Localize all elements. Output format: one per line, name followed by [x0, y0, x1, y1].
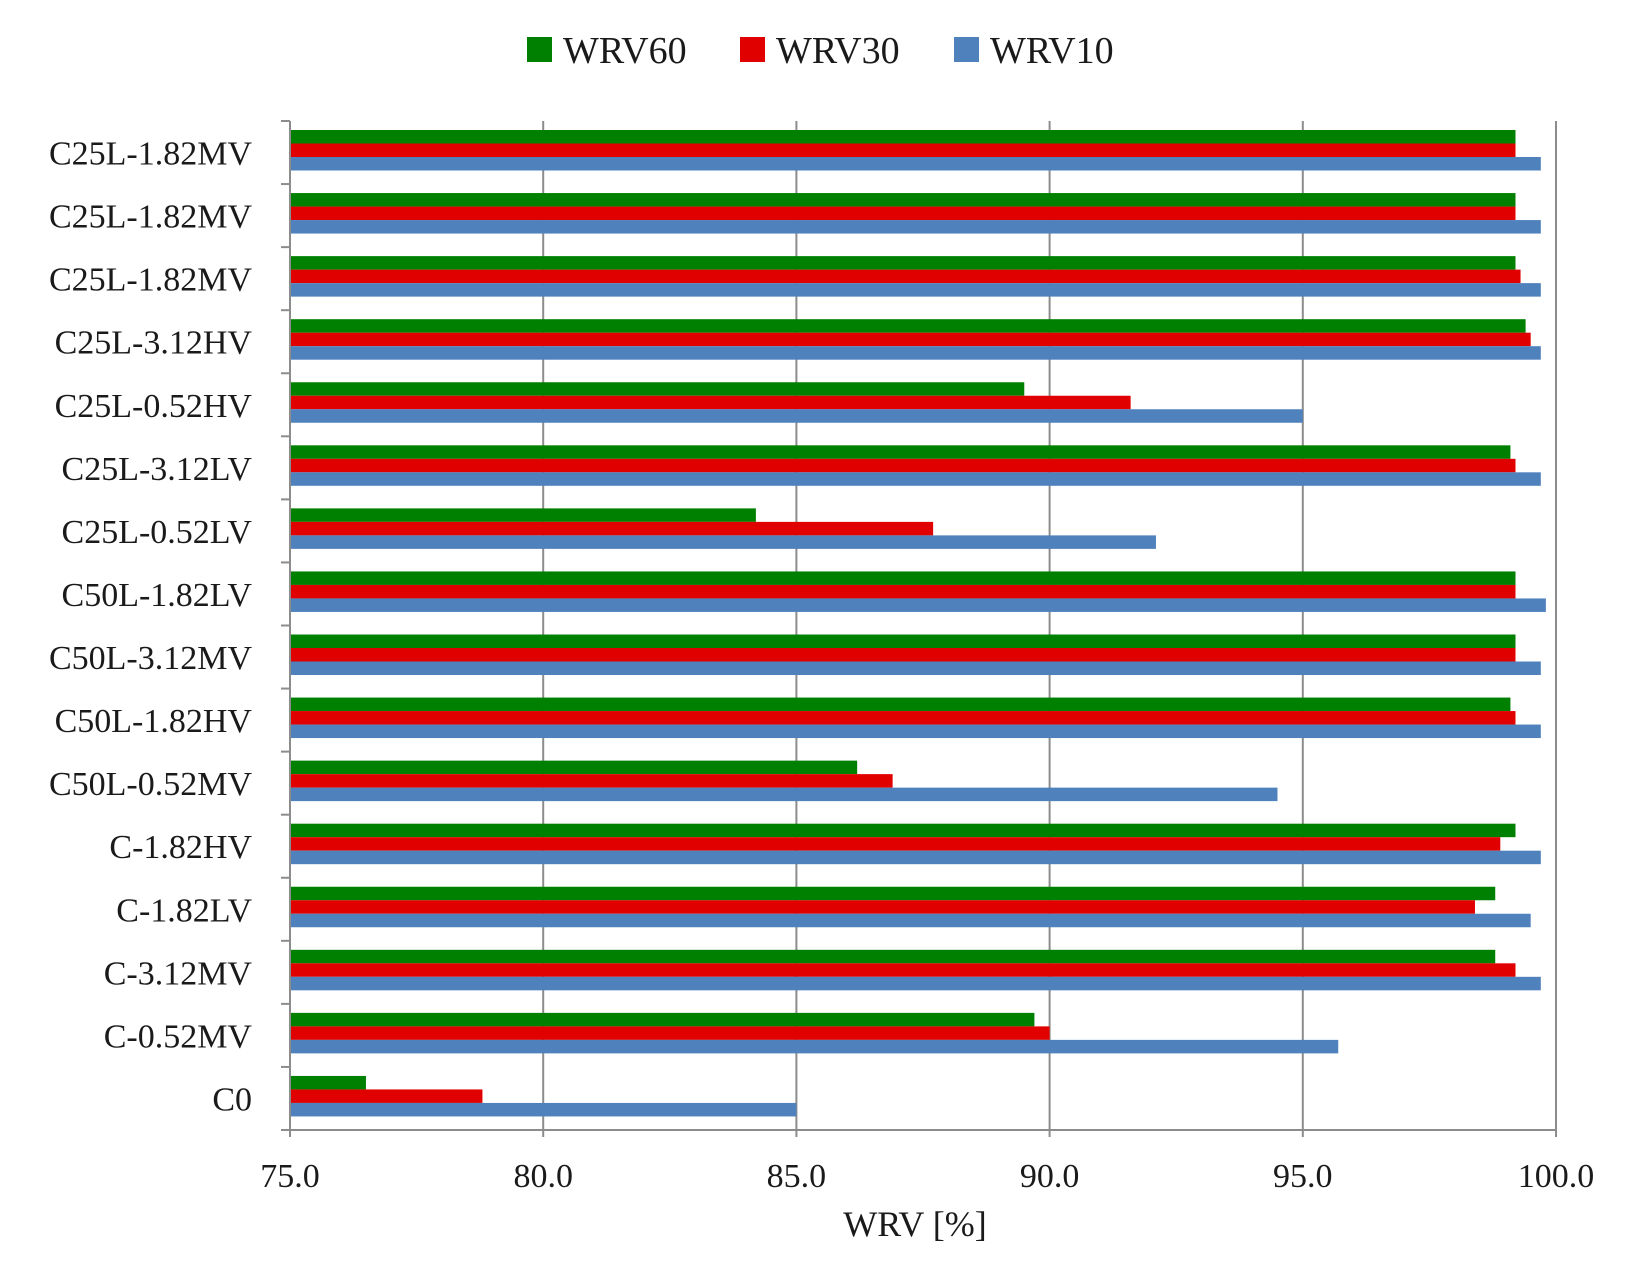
legend-item-wrv30: WRV30 [740, 30, 900, 72]
axis-labels: 75.0 80.0 85.0 90.0 95.0 100.0 C25L-1.82MV C25L… [49, 136, 1594, 1195]
legend-label: WRV30 [776, 30, 900, 72]
category-label: C-1.82HV [109, 829, 252, 866]
category-label: C25L-3.12HV [55, 325, 253, 362]
bar-wrv30 [290, 774, 893, 788]
bar-wrv60 [290, 256, 1516, 270]
bar-wrv10 [290, 598, 1546, 612]
category-label: C0 [212, 1081, 252, 1118]
x-tick-label: 90.0 [1020, 1158, 1080, 1195]
bar-wrv60 [290, 445, 1511, 459]
bars [290, 130, 1546, 1117]
legend-item-wrv60: WRV60 [527, 30, 687, 72]
bar-wrv60 [290, 697, 1511, 712]
bar-wrv10 [290, 346, 1541, 360]
bar-wrv60 [290, 508, 756, 522]
legend-swatch [740, 37, 765, 62]
x-tick-label: 95.0 [1273, 1158, 1333, 1195]
bar-wrv10 [290, 283, 1541, 297]
bar-wrv10 [290, 1039, 1339, 1054]
bar-wrv10 [290, 220, 1541, 234]
legend-swatch [527, 37, 552, 62]
bar-wrv30 [290, 458, 1516, 473]
bar-wrv60 [290, 949, 1496, 964]
bar-wrv30 [290, 584, 1516, 599]
bar-wrv10 [290, 661, 1541, 675]
bar-wrv60 [290, 130, 1516, 144]
category-label: C50L-1.82HV [55, 703, 253, 740]
bar-wrv10 [290, 409, 1303, 423]
category-label: C25L-3.12LV [62, 451, 253, 488]
legend-swatch [954, 37, 979, 62]
bar-wrv10 [290, 976, 1541, 991]
bar-wrv60 [290, 634, 1516, 648]
bar-wrv60 [290, 823, 1516, 838]
legend: WRV60 WRV30 WRV10 [527, 30, 1114, 72]
category-label: C-0.52MV [104, 1018, 253, 1055]
category-label: C50L-0.52MV [49, 766, 253, 803]
x-tick-label: 75.0 [260, 1158, 320, 1195]
category-label: C25L-0.52HV [55, 388, 253, 425]
x-tick-label: 80.0 [513, 1158, 573, 1195]
bar-wrv30 [290, 837, 1501, 851]
bar-wrv10 [290, 472, 1541, 486]
bar-wrv60 [290, 1012, 1035, 1027]
legend-item-wrv10: WRV10 [954, 30, 1114, 72]
bar-wrv30 [290, 1026, 1050, 1040]
bar-wrv10 [290, 913, 1531, 928]
bar-wrv30 [290, 143, 1516, 157]
bar-wrv30 [290, 711, 1516, 725]
bar-wrv30 [290, 1089, 483, 1103]
bar-wrv60 [290, 382, 1025, 396]
x-tick-label: 100.0 [1518, 1158, 1595, 1195]
bar-wrv60 [290, 886, 1496, 901]
bar-wrv30 [290, 521, 934, 536]
category-label: C25L-0.52LV [62, 514, 253, 551]
bar-wrv10 [290, 1102, 797, 1117]
bar-wrv60 [290, 760, 858, 775]
bar-wrv30 [290, 395, 1131, 410]
bar-wrv30 [290, 963, 1516, 977]
bar-wrv30 [290, 332, 1531, 347]
bar-wrv60 [290, 193, 1516, 207]
bar-wrv10 [290, 724, 1541, 739]
x-tick-label: 85.0 [767, 1158, 827, 1195]
bar-wrv10 [290, 850, 1541, 865]
category-label: C50L-3.12MV [49, 640, 253, 677]
category-label: C50L-1.82LV [62, 577, 253, 614]
category-label: C25L-1.82MV [49, 262, 253, 299]
bar-wrv30 [290, 648, 1516, 662]
bar-wrv10 [290, 157, 1541, 171]
category-label: C25L-1.82MV [49, 136, 253, 173]
bar-wrv10 [290, 787, 1278, 802]
bar-wrv10 [290, 535, 1156, 549]
legend-label: WRV60 [563, 30, 687, 72]
legend-label: WRV10 [990, 30, 1114, 72]
bar-wrv30 [290, 900, 1475, 914]
bar-wrv60 [290, 319, 1526, 333]
axes [281, 120, 1557, 1137]
category-label: C-3.12MV [104, 955, 253, 992]
bar-wrv60 [290, 1075, 366, 1090]
x-axis-title: WRV [%] [843, 1204, 986, 1244]
bar-wrv30 [290, 206, 1516, 221]
category-label: C-1.82LV [116, 892, 252, 929]
category-label: C25L-1.82MV [49, 199, 253, 236]
bar-wrv60 [290, 571, 1516, 585]
bar-wrv30 [290, 269, 1521, 284]
